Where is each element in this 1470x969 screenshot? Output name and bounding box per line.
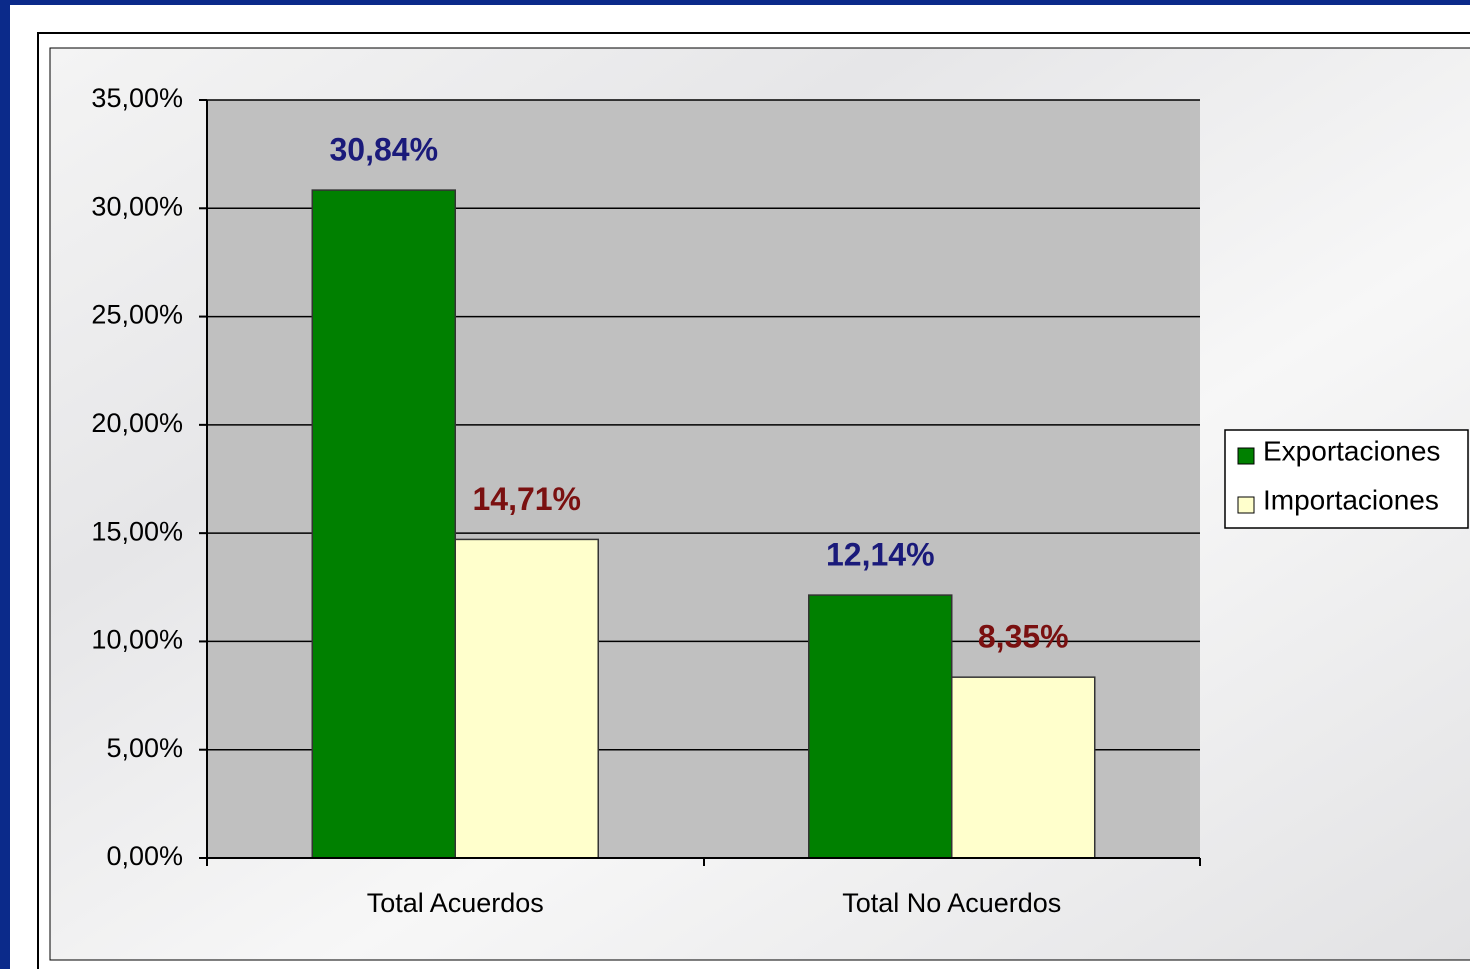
y-tick-label: 15,00% xyxy=(91,516,183,546)
bar xyxy=(454,538,599,859)
value-label: 8,35% xyxy=(978,619,1069,655)
legend-label: Importaciones xyxy=(1263,484,1439,515)
value-label: 30,84% xyxy=(329,132,438,168)
value-label: 12,14% xyxy=(826,537,935,573)
y-tick-label: 5,00% xyxy=(106,733,183,763)
bar xyxy=(951,676,1096,859)
value-label: 14,71% xyxy=(472,481,581,517)
y-tick-label: 30,00% xyxy=(91,191,183,221)
legend-swatch xyxy=(1237,496,1255,514)
legend-swatch xyxy=(1237,447,1255,465)
y-tick-label: 20,00% xyxy=(91,408,183,438)
bar xyxy=(808,594,953,859)
x-tick-label: Total No Acuerdos xyxy=(842,888,1061,918)
y-tick-label: 10,00% xyxy=(91,625,183,655)
outer-frame xyxy=(37,32,1470,969)
legend xyxy=(1224,429,1469,529)
x-tick-label: Total Acuerdos xyxy=(367,888,544,918)
legend-label: Exportaciones xyxy=(1263,435,1440,466)
y-tick-label: 25,00% xyxy=(91,300,183,330)
bar xyxy=(311,189,456,859)
y-tick-label: 35,00% xyxy=(91,83,183,113)
y-tick-label: 0,00% xyxy=(106,841,183,871)
